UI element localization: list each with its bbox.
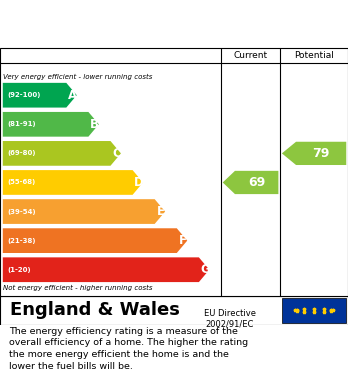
Text: (81-91): (81-91) (7, 121, 35, 127)
Text: C: C (112, 147, 121, 160)
Polygon shape (3, 170, 143, 195)
Polygon shape (3, 228, 187, 253)
Text: Not energy efficient - higher running costs: Not energy efficient - higher running co… (3, 285, 153, 291)
Text: Current: Current (234, 51, 268, 60)
Text: The energy efficiency rating is a measure of the
overall efficiency of a home. T: The energy efficiency rating is a measur… (9, 326, 248, 371)
Text: D: D (134, 176, 144, 189)
Text: G: G (200, 263, 211, 276)
Text: Energy Efficiency Rating: Energy Efficiency Rating (10, 16, 220, 32)
Text: (92-100): (92-100) (7, 92, 40, 98)
Text: England & Wales: England & Wales (10, 301, 180, 319)
Text: B: B (90, 118, 99, 131)
Text: (1-20): (1-20) (7, 267, 31, 273)
Polygon shape (3, 257, 209, 282)
Polygon shape (3, 83, 77, 108)
Text: (69-80): (69-80) (7, 151, 35, 156)
Polygon shape (3, 141, 121, 166)
Polygon shape (3, 112, 99, 137)
Text: 69: 69 (248, 176, 265, 189)
Polygon shape (282, 142, 346, 165)
FancyBboxPatch shape (282, 298, 346, 323)
Polygon shape (223, 171, 278, 194)
Text: EU Directive
2002/91/EC: EU Directive 2002/91/EC (204, 309, 256, 328)
Text: A: A (68, 89, 77, 102)
Text: (21-38): (21-38) (7, 238, 35, 244)
Text: E: E (156, 205, 164, 218)
Text: 79: 79 (313, 147, 330, 160)
Text: (39-54): (39-54) (7, 208, 35, 215)
Polygon shape (3, 199, 165, 224)
Text: Very energy efficient - lower running costs: Very energy efficient - lower running co… (3, 74, 153, 80)
Text: (55-68): (55-68) (7, 179, 35, 185)
Text: F: F (179, 234, 187, 247)
Text: Potential: Potential (294, 51, 334, 60)
